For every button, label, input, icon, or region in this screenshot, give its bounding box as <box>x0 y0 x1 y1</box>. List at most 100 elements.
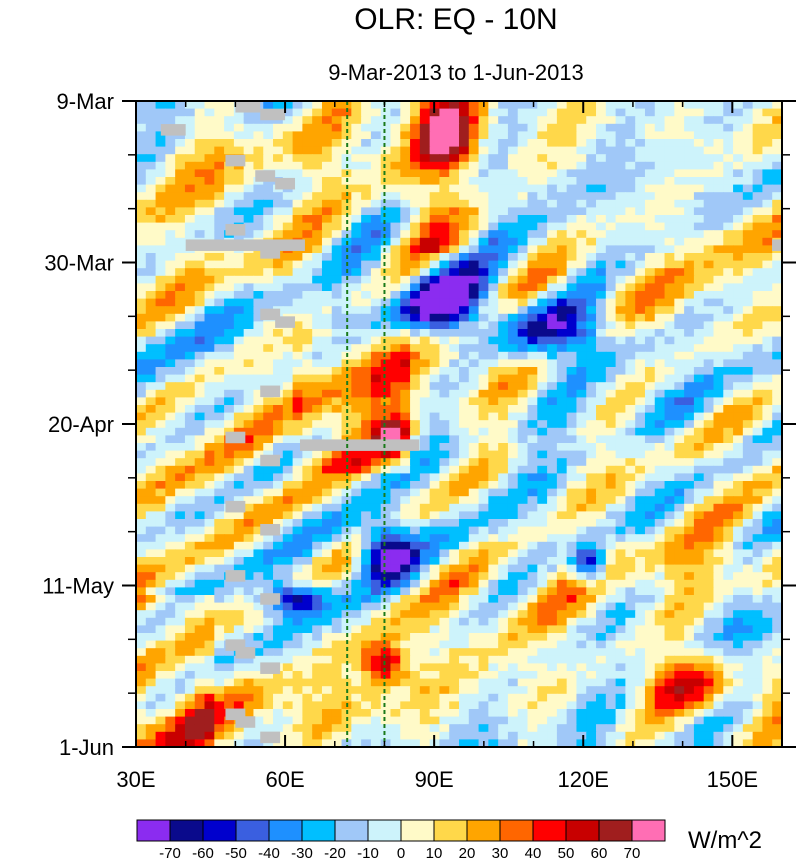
heatmap-cell <box>184 617 196 626</box>
heatmap-cell <box>537 154 548 163</box>
heatmap-cell <box>752 397 764 406</box>
heatmap-cell <box>537 663 548 672</box>
heatmap-cell <box>772 123 782 132</box>
heatmap-cell <box>400 131 411 140</box>
heatmap-cell <box>145 526 157 535</box>
heatmap-cell <box>331 207 343 216</box>
heatmap-cell <box>644 534 656 543</box>
heatmap-cell <box>204 625 215 634</box>
heatmap-cell <box>596 237 607 246</box>
heatmap-cell <box>243 139 255 148</box>
heatmap-cell <box>713 199 724 208</box>
heatmap-cell <box>155 572 166 581</box>
heatmap-cell <box>772 321 782 330</box>
heatmap-cell <box>175 557 186 566</box>
heatmap-cell <box>419 663 431 672</box>
heatmap-cell <box>449 549 460 558</box>
heatmap-cell <box>321 526 333 535</box>
heatmap-cell <box>635 230 646 239</box>
heatmap-cell <box>635 298 646 307</box>
heatmap-cell <box>459 435 470 444</box>
heatmap-cell <box>459 313 470 322</box>
heatmap-cell <box>527 291 538 300</box>
heatmap-cell <box>733 108 744 117</box>
heatmap-cell <box>145 564 157 573</box>
heatmap-cell <box>449 534 460 543</box>
heatmap-cell <box>625 435 636 444</box>
heatmap-cell <box>664 557 675 566</box>
heatmap-cell <box>214 344 225 353</box>
heatmap-cell <box>752 595 764 604</box>
heatmap-cell <box>243 161 255 170</box>
heatmap-cell <box>742 458 754 467</box>
heatmap-cell <box>566 283 578 292</box>
heatmap-cell <box>145 382 157 391</box>
heatmap-cell <box>498 161 509 170</box>
heatmap-cell <box>762 435 773 444</box>
heatmap-cell <box>331 465 343 474</box>
heatmap-cell <box>341 298 352 307</box>
heatmap-cell <box>507 617 519 626</box>
heatmap-cell <box>370 351 382 360</box>
heatmap-cell <box>547 298 558 307</box>
heatmap-cell <box>136 435 147 444</box>
heatmap-cell <box>468 511 480 520</box>
heatmap-cell <box>263 549 274 558</box>
heatmap-cell <box>762 549 773 558</box>
heatmap-cell <box>644 549 656 558</box>
heatmap-cell <box>204 123 215 132</box>
heatmap-cell <box>292 321 303 330</box>
heatmap-cell <box>400 321 411 330</box>
heatmap-cell <box>693 496 705 505</box>
heatmap-cell <box>586 123 597 132</box>
heatmap-cell <box>429 443 441 452</box>
heatmap-cell <box>478 154 489 163</box>
heatmap-cell <box>145 207 157 216</box>
heatmap-cell <box>703 260 715 269</box>
heatmap-cell <box>419 237 431 246</box>
heatmap-cell <box>517 123 529 132</box>
heatmap-cell <box>214 587 225 596</box>
heatmap-cell <box>586 427 597 436</box>
heatmap-cell <box>693 481 705 490</box>
heatmap-cell <box>361 139 372 148</box>
heatmap-cell <box>498 427 509 436</box>
heatmap-cell <box>302 230 313 239</box>
heatmap-cell <box>312 382 323 391</box>
heatmap-cell <box>547 412 558 421</box>
heatmap-cell <box>292 496 303 505</box>
heatmap-cell <box>742 207 754 216</box>
heatmap-cell <box>263 367 274 376</box>
heatmap-cell <box>605 161 617 170</box>
heatmap-cell <box>762 177 773 186</box>
heatmap-cell <box>439 139 450 148</box>
heatmap-cell <box>380 397 392 406</box>
heatmap-cell <box>772 215 782 224</box>
heatmap-cell <box>243 283 255 292</box>
heatmap-cell <box>733 199 744 208</box>
heatmap-cell <box>194 564 206 573</box>
heatmap-cell <box>410 488 421 497</box>
heatmap-cell <box>723 557 734 566</box>
heatmap-cell <box>380 215 392 224</box>
heatmap-cell <box>478 291 489 300</box>
heatmap-cell <box>605 344 617 353</box>
heatmap-cell <box>713 435 724 444</box>
heatmap-cell <box>762 427 773 436</box>
heatmap-cell <box>449 595 460 604</box>
heatmap-cell <box>253 306 264 315</box>
heatmap-cell <box>155 146 166 155</box>
heatmap-cell <box>517 526 529 535</box>
heatmap-cell <box>321 199 333 208</box>
heatmap-cell <box>400 572 411 581</box>
heatmap-cell <box>654 313 666 322</box>
heatmap-cell <box>380 192 392 201</box>
heatmap-cell <box>517 617 529 626</box>
heatmap-cell <box>253 139 264 148</box>
heatmap-cell <box>273 519 284 528</box>
heatmap-cell <box>625 420 636 429</box>
heatmap-cell <box>341 564 352 573</box>
heatmap-cell <box>175 359 186 368</box>
heatmap-cell <box>478 230 489 239</box>
heatmap-cell <box>615 382 626 391</box>
